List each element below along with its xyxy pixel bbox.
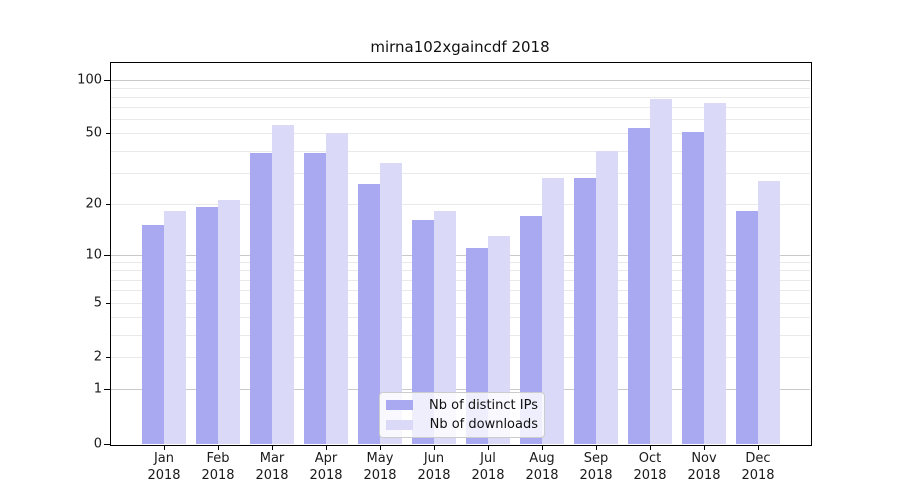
bar-distinct-ips-feb	[196, 207, 218, 444]
bar-distinct-ips-jan	[142, 225, 164, 444]
x-axis-tick-mark	[704, 445, 705, 450]
x-axis-tick-label: Aug 2018	[525, 451, 559, 483]
bar-distinct-ips-dec	[736, 211, 758, 444]
x-axis-tick-mark	[380, 445, 381, 450]
bar-downloads-dec	[758, 180, 780, 444]
y-axis-tick-label: 5	[93, 295, 102, 310]
bar-downloads-aug	[542, 178, 564, 444]
bar-downloads-jan	[164, 211, 186, 444]
x-axis-tick-mark	[164, 445, 165, 450]
gridline-minor	[111, 203, 810, 205]
gridline-minor	[111, 150, 810, 152]
x-axis-tick-label: Dec 2018	[741, 451, 775, 483]
bar-distinct-ips-sep	[574, 178, 596, 444]
gridline-major	[111, 254, 810, 256]
y-axis-tick-label: 2	[93, 349, 102, 365]
gridline-minor	[111, 87, 810, 89]
gridline-minor	[111, 279, 810, 281]
gridline-minor	[111, 133, 810, 135]
x-axis-tick-label: Sep 2018	[579, 451, 613, 483]
x-axis-tick-label: Jul 2018	[471, 451, 505, 483]
gridline-minor	[111, 334, 810, 336]
x-axis-tick-label: Feb 2018	[201, 451, 235, 483]
x-axis-tick-mark	[488, 445, 489, 450]
x-axis-tick-label: Nov 2018	[687, 451, 721, 483]
legend: Nb of distinct IPs Nb of downloads	[379, 392, 545, 438]
x-axis-tick-mark	[272, 445, 273, 450]
y-axis-tick-label: 1	[93, 381, 102, 397]
chart-title: mirna102xgaincdf 2018	[370, 38, 550, 56]
gridline-minor	[111, 172, 810, 174]
bar-distinct-ips-mar	[250, 152, 272, 444]
bar-distinct-ips-apr	[304, 152, 326, 444]
y-axis-tick-mark	[104, 79, 110, 81]
x-axis-tick-label: Jun 2018	[417, 451, 451, 483]
gridline-minor	[111, 270, 810, 272]
bar-downloads-nov	[704, 103, 726, 444]
x-axis-tick-label: Jan 2018	[147, 451, 181, 483]
bar-downloads-sep	[596, 150, 618, 444]
y-axis-tick-mark	[106, 133, 110, 135]
legend-label-downloads: Nb of downloads	[429, 417, 538, 433]
x-axis-tick-mark	[758, 445, 759, 450]
y-axis-tick-label: 20	[85, 196, 102, 211]
bar-downloads-may	[380, 163, 402, 444]
bar-distinct-ips-may	[358, 183, 380, 444]
y-axis-tick-mark	[104, 389, 110, 391]
gridline-minor	[111, 107, 810, 109]
bar-distinct-ips-jun	[412, 220, 434, 444]
x-axis-tick-mark	[542, 445, 543, 450]
gridline-minor	[111, 96, 810, 98]
legend-label-distinct-ips: Nb of distinct IPs	[429, 397, 538, 413]
bar-downloads-jun	[434, 211, 456, 444]
bar-distinct-ips-aug	[520, 215, 542, 444]
gridline-minor	[111, 357, 810, 359]
bar-downloads-apr	[326, 133, 348, 444]
x-axis-tick-label: Oct 2018	[633, 451, 667, 483]
x-axis-tick-label: May 2018	[363, 451, 397, 483]
bar-downloads-jul	[488, 235, 510, 444]
x-axis-tick-label: Apr 2018	[309, 451, 343, 483]
y-axis-tick-mark	[104, 444, 110, 445]
bar-downloads-oct	[650, 98, 672, 444]
gridline-minor	[111, 119, 810, 121]
gridline-major	[111, 389, 810, 391]
legend-item-downloads: Nb of downloads	[386, 417, 538, 434]
bar-downloads-feb	[218, 199, 240, 444]
bar-distinct-ips-oct	[628, 127, 650, 444]
x-axis-tick-mark	[434, 445, 435, 450]
legend-item-distinct-ips: Nb of distinct IPs	[386, 397, 538, 414]
y-axis-tick-mark	[106, 203, 110, 205]
y-axis-tick-mark	[106, 302, 110, 304]
gridline-minor	[111, 316, 810, 318]
y-axis-tick-mark	[106, 357, 110, 359]
gridline-minor	[111, 302, 810, 304]
bar-distinct-ips-nov	[682, 131, 704, 444]
x-axis-tick-mark	[218, 445, 219, 450]
gridline-major	[111, 79, 810, 81]
legend-swatch-distinct-ips	[386, 400, 413, 411]
x-axis-tick-label: Mar 2018	[255, 451, 289, 483]
gridline-minor	[111, 290, 810, 292]
x-axis-tick-mark	[650, 445, 651, 450]
gridline-minor	[111, 262, 810, 264]
y-axis-tick-label: 10	[85, 247, 102, 263]
x-axis-tick-mark	[596, 445, 597, 450]
legend-swatch-downloads	[386, 419, 413, 430]
x-axis-tick-mark	[326, 445, 327, 450]
y-axis-tick-label: 100	[77, 72, 102, 87]
y-axis-tick-mark	[104, 254, 110, 256]
bar-downloads-mar	[272, 124, 294, 444]
y-axis-tick-label: 50	[85, 125, 102, 141]
y-axis-tick-label: 0	[93, 436, 102, 452]
